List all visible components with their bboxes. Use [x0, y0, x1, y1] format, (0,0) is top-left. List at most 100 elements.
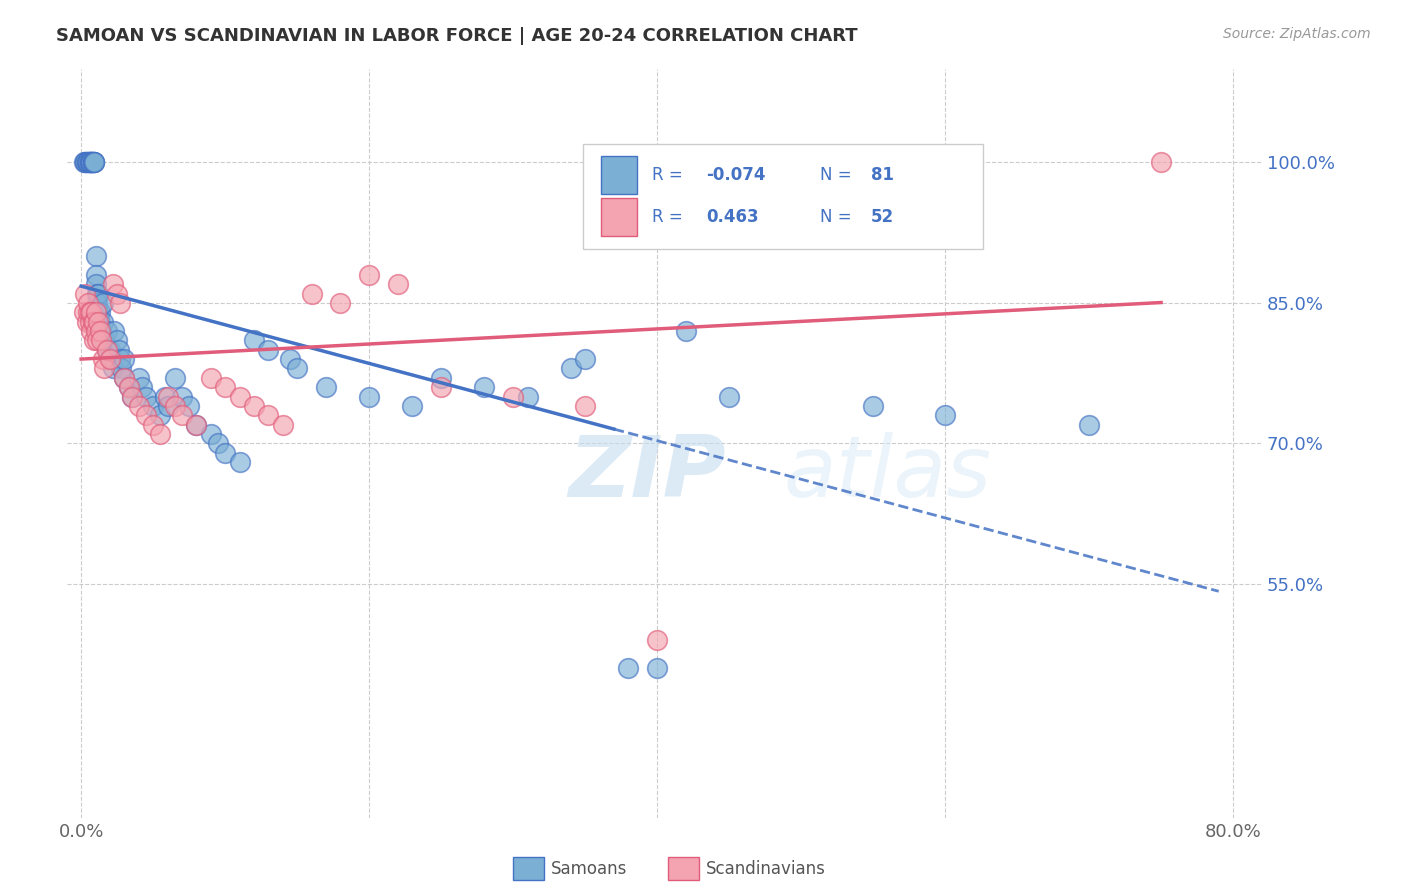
- FancyBboxPatch shape: [583, 144, 983, 249]
- Point: [77, 155, 100, 169]
- Point: [278, 352, 301, 367]
- Point: [430, 380, 453, 394]
- Point: [574, 399, 596, 413]
- Text: Samoans: Samoans: [551, 860, 627, 878]
- Point: [401, 399, 423, 413]
- Point: [79, 155, 101, 169]
- Point: [98, 343, 121, 357]
- Point: [243, 334, 266, 348]
- Text: 0.463: 0.463: [706, 208, 759, 226]
- Point: [79, 315, 101, 329]
- Point: [112, 371, 135, 385]
- Point: [84, 249, 107, 263]
- Point: [83, 155, 105, 169]
- Point: [80, 305, 103, 319]
- Text: N =: N =: [820, 208, 851, 226]
- Text: SAMOAN VS SCANDINAVIAN IN LABOR FORCE | AGE 20-24 CORRELATION CHART: SAMOAN VS SCANDINAVIAN IN LABOR FORCE | …: [56, 27, 858, 45]
- Point: [80, 155, 103, 169]
- Point: [315, 380, 337, 394]
- Point: [75, 155, 97, 169]
- Point: [574, 352, 596, 367]
- Bar: [600, 198, 637, 235]
- Point: [645, 633, 668, 648]
- Point: [135, 409, 157, 423]
- Point: [76, 315, 98, 329]
- Point: [200, 427, 222, 442]
- Point: [77, 305, 100, 319]
- Text: R =: R =: [652, 166, 683, 184]
- Point: [934, 409, 956, 423]
- Point: [73, 305, 96, 319]
- Text: ZIP: ZIP: [568, 432, 727, 515]
- Point: [84, 277, 107, 292]
- Text: atlas: atlas: [783, 432, 991, 515]
- Point: [105, 286, 128, 301]
- Point: [1150, 155, 1173, 169]
- Point: [862, 399, 884, 413]
- Point: [93, 361, 115, 376]
- Point: [96, 343, 118, 357]
- Point: [271, 417, 294, 432]
- Point: [91, 296, 114, 310]
- Point: [149, 409, 172, 423]
- Point: [285, 361, 308, 376]
- Point: [502, 390, 524, 404]
- Text: -0.074: -0.074: [706, 166, 766, 184]
- Point: [103, 324, 125, 338]
- Point: [93, 334, 115, 348]
- Point: [387, 277, 409, 292]
- Point: [86, 296, 108, 310]
- Point: [108, 352, 131, 367]
- Point: [82, 155, 104, 169]
- Point: [82, 155, 104, 169]
- Point: [79, 155, 101, 169]
- Point: [359, 390, 381, 404]
- Point: [153, 390, 176, 404]
- Point: [84, 268, 107, 282]
- Text: N =: N =: [820, 166, 851, 184]
- Point: [430, 371, 453, 385]
- Point: [186, 417, 208, 432]
- Text: 52: 52: [872, 208, 894, 226]
- Point: [329, 296, 352, 310]
- Point: [617, 661, 640, 675]
- Point: [90, 324, 112, 338]
- Point: [934, 155, 956, 169]
- Point: [76, 155, 98, 169]
- Point: [359, 268, 381, 282]
- Point: [83, 155, 105, 169]
- Point: [128, 399, 150, 413]
- Point: [118, 380, 141, 394]
- Point: [96, 324, 118, 338]
- Point: [142, 417, 165, 432]
- Point: [82, 155, 104, 169]
- Point: [82, 315, 104, 329]
- Point: [105, 334, 128, 348]
- Point: [108, 296, 131, 310]
- Point: [135, 390, 157, 404]
- Point: [228, 455, 250, 469]
- Point: [156, 390, 179, 404]
- Point: [84, 324, 107, 338]
- Point: [84, 305, 107, 319]
- Point: [163, 371, 186, 385]
- Point: [80, 155, 103, 169]
- Point: [76, 155, 98, 169]
- Point: [257, 343, 280, 357]
- Text: 81: 81: [872, 166, 894, 184]
- Point: [86, 286, 108, 301]
- Point: [149, 427, 172, 442]
- Point: [163, 399, 186, 413]
- Point: [101, 361, 124, 376]
- Point: [186, 417, 208, 432]
- Point: [121, 390, 143, 404]
- Point: [118, 380, 141, 394]
- Point: [73, 155, 96, 169]
- Point: [87, 286, 110, 301]
- Point: [90, 334, 112, 348]
- Point: [207, 436, 229, 450]
- Point: [179, 399, 201, 413]
- Point: [214, 380, 236, 394]
- Point: [170, 390, 193, 404]
- Point: [675, 324, 697, 338]
